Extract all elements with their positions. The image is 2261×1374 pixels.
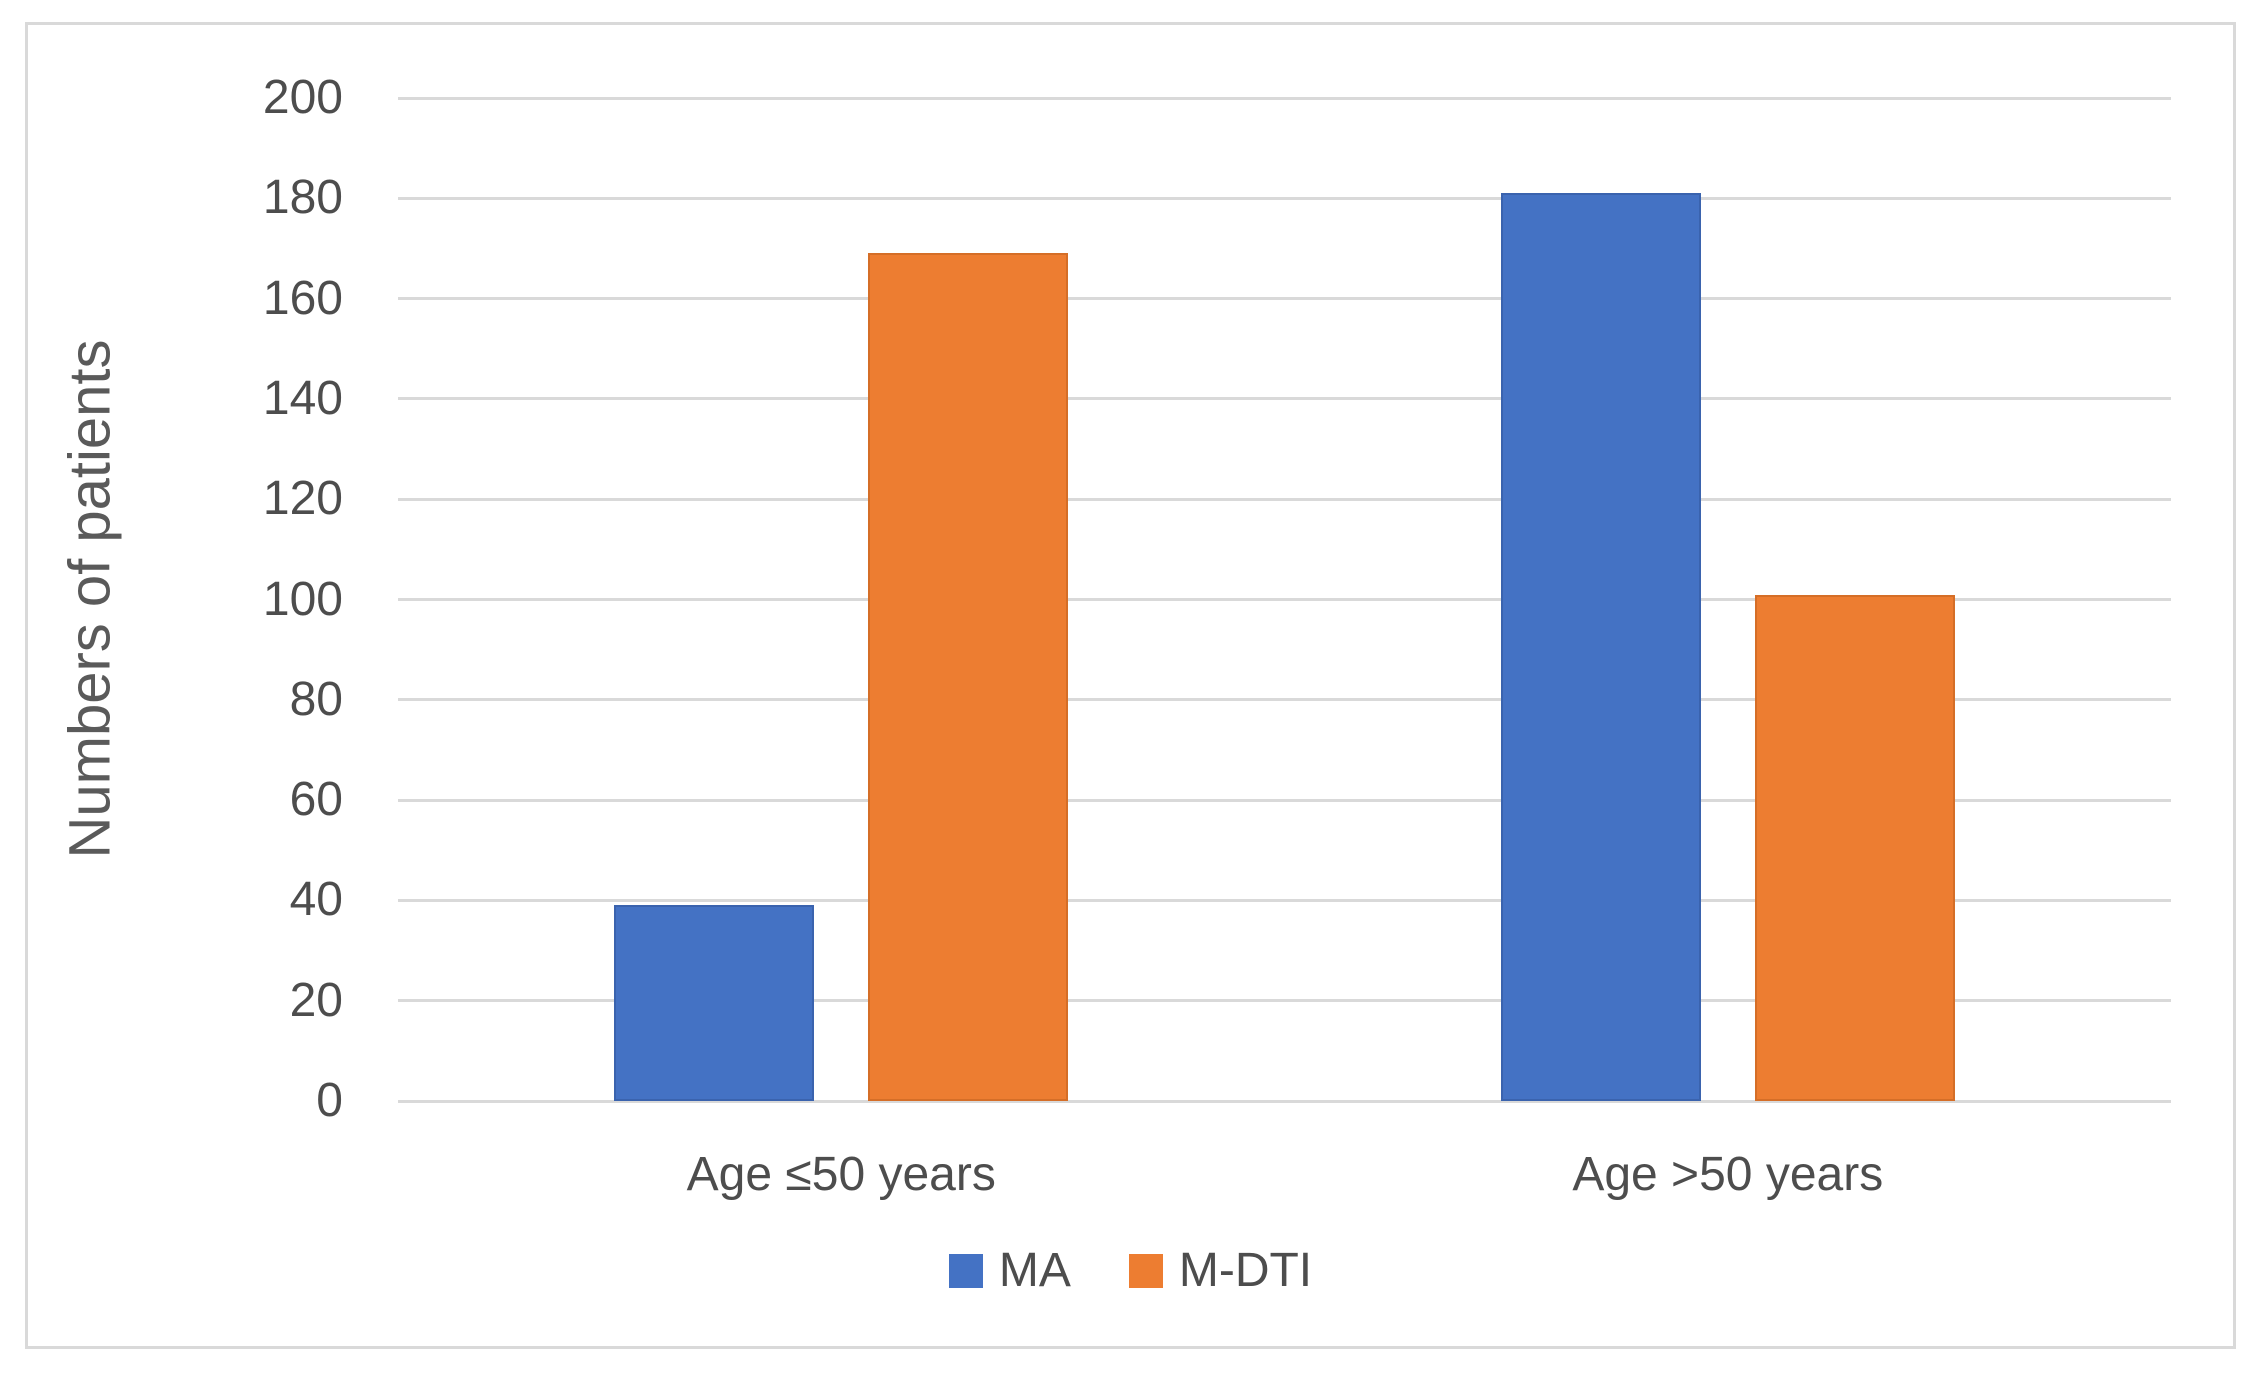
legend-entry-M-DTI: M-DTI [1128, 1244, 1313, 1297]
gridline-y-60 [398, 798, 2171, 802]
bar-MA-cat1 [1500, 193, 1701, 1101]
gridline-y-120 [398, 497, 2171, 501]
gridline-y-80 [398, 698, 2171, 702]
y-tick-label-40: 40 [289, 873, 343, 927]
gridline-y-20 [398, 999, 2171, 1003]
gridline-y-140 [398, 397, 2171, 401]
y-tick-label-60: 60 [289, 773, 343, 827]
gridline-y-0 [398, 1099, 2171, 1103]
legend-label: MA [998, 1244, 1071, 1297]
bar-M-DTI-cat0 [868, 253, 1069, 1101]
y-tick-label-140: 140 [262, 371, 343, 425]
gridline-y-180 [398, 196, 2171, 200]
y-tick-label-80: 80 [289, 672, 343, 726]
bar-MA-cat0 [614, 905, 815, 1101]
y-axis-title: Numbers of patients [57, 339, 123, 859]
gridline-y-160 [398, 297, 2171, 301]
legend-swatch-icon [1128, 1254, 1163, 1288]
gridline-y-200 [398, 96, 2171, 100]
legend-entry-MA: MA [948, 1244, 1071, 1297]
y-tick-label-20: 20 [289, 973, 343, 1027]
y-tick-label-180: 180 [262, 171, 343, 225]
x-category-label-1: Age >50 years [1572, 1148, 1884, 1201]
x-category-label-0: Age ≤50 years [686, 1148, 996, 1201]
gridline-y-100 [398, 598, 2171, 601]
y-tick-label-160: 160 [262, 271, 343, 325]
y-tick-label-100: 100 [262, 572, 343, 626]
y-tick-label-200: 200 [262, 71, 343, 124]
legend-swatch-icon [948, 1254, 983, 1288]
gridline-y-40 [398, 898, 2171, 902]
bar-M-DTI-cat1 [1754, 594, 1955, 1101]
legend-label: M-DTI [1178, 1244, 1313, 1297]
y-tick-label-120: 120 [262, 472, 343, 526]
legend: MA M-DTI [28, 1247, 2233, 1295]
chart-figure: Numbers of patients 0 20 40 60 80 100 120 140 16… [25, 22, 2236, 1349]
y-tick-label-0: 0 [316, 1074, 343, 1127]
plot-area [398, 96, 2171, 1103]
